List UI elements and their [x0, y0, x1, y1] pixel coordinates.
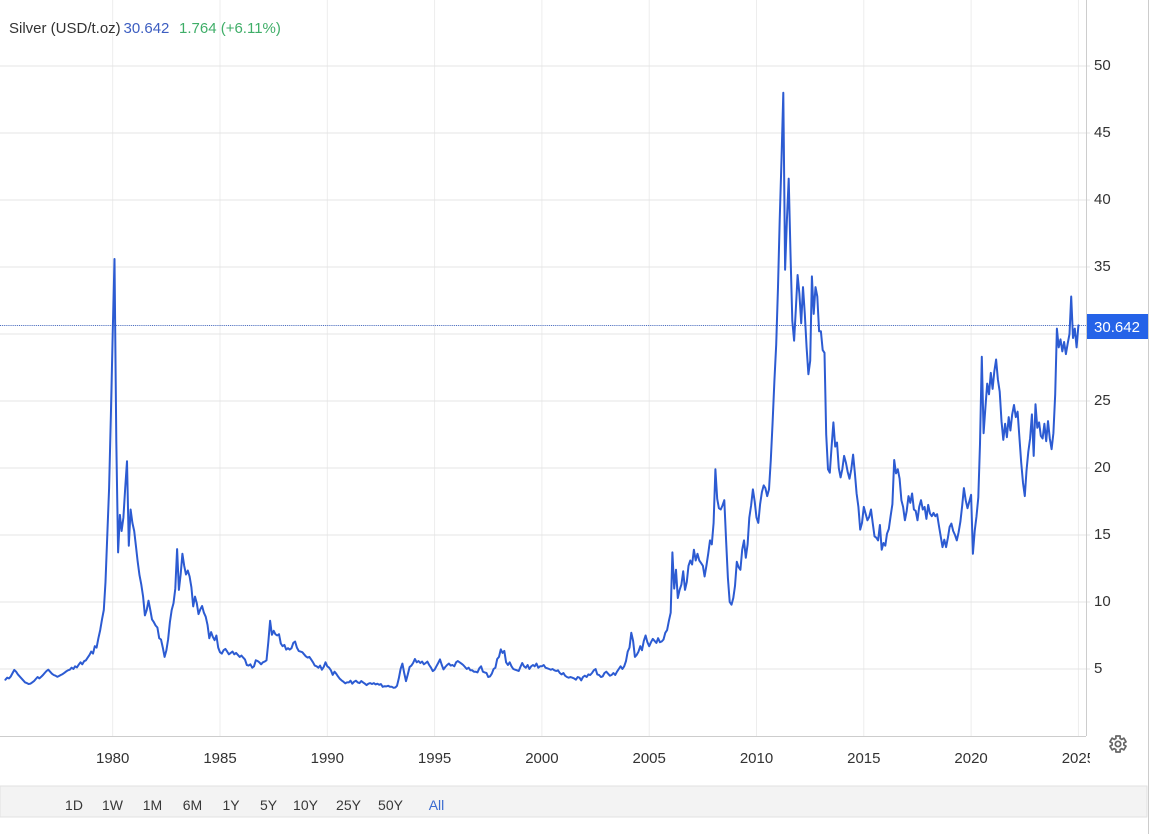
svg-text:All: All	[429, 797, 445, 813]
svg-text:Silver (USD/t.oz): Silver (USD/t.oz)	[9, 20, 121, 37]
svg-text:40: 40	[1094, 191, 1111, 208]
svg-text:5Y: 5Y	[260, 797, 278, 813]
svg-text:5: 5	[1094, 660, 1102, 677]
svg-text:30.642: 30.642	[124, 20, 170, 37]
svg-text:1985: 1985	[203, 750, 236, 767]
svg-text:10: 10	[1094, 593, 1111, 610]
svg-text:35: 35	[1094, 258, 1111, 275]
svg-text:2000: 2000	[525, 750, 558, 767]
svg-text:1980: 1980	[96, 750, 129, 767]
svg-text:1995: 1995	[418, 750, 451, 767]
svg-text:1Y: 1Y	[222, 797, 240, 813]
svg-text:15: 15	[1094, 526, 1111, 543]
svg-text:1W: 1W	[102, 797, 124, 813]
svg-text:2005: 2005	[633, 750, 666, 767]
svg-text:25Y: 25Y	[336, 797, 362, 813]
svg-text:2015: 2015	[847, 750, 880, 767]
svg-text:45: 45	[1094, 124, 1111, 141]
svg-text:10Y: 10Y	[293, 797, 319, 813]
svg-text:30.642: 30.642	[1094, 319, 1140, 336]
svg-text:50Y: 50Y	[378, 797, 404, 813]
svg-text:50: 50	[1094, 57, 1111, 74]
svg-text:2020: 2020	[954, 750, 987, 767]
svg-text:6M: 6M	[183, 797, 202, 813]
svg-text:1.764 (+6.11%): 1.764 (+6.11%)	[179, 20, 281, 37]
svg-text:25: 25	[1094, 392, 1111, 409]
svg-text:1D: 1D	[65, 797, 83, 813]
svg-text:2025: 2025	[1062, 750, 1095, 767]
svg-text:1990: 1990	[311, 750, 344, 767]
svg-text:1M: 1M	[143, 797, 162, 813]
svg-text:2010: 2010	[740, 750, 773, 767]
svg-text:20: 20	[1094, 459, 1111, 476]
